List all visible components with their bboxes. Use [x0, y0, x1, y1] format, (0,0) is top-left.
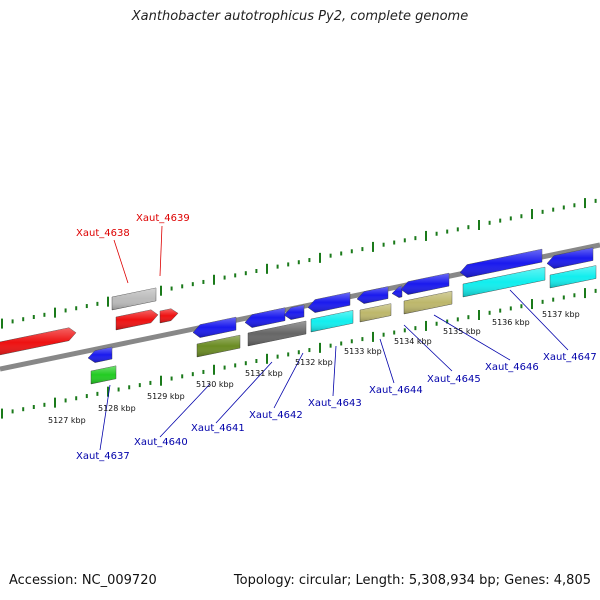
gene-feature-shade — [116, 309, 158, 330]
gene-feature-shade — [245, 307, 285, 328]
gene-feature-shade — [550, 265, 596, 288]
callout-line — [403, 324, 453, 372]
gene-label: Xaut_4646 — [485, 362, 539, 373]
gene-features — [0, 247, 597, 385]
gene-callouts: Xaut_4637Xaut_4638Xaut_4639Xaut_4640Xaut… — [76, 213, 597, 462]
gene-feature-shade — [91, 365, 116, 384]
gene-feature-shade — [360, 303, 391, 322]
gene-feature-shade — [401, 273, 449, 295]
scale-label: 5135 kbp — [443, 327, 481, 336]
gene-label: Xaut_4637 — [76, 451, 130, 462]
callout-line — [273, 352, 304, 409]
callout-line — [159, 383, 211, 438]
gene-label: Xaut_4647 — [543, 352, 597, 363]
genome-map: Xaut_4637Xaut_4638Xaut_4639Xaut_4640Xaut… — [0, 198, 600, 462]
scale-label: 5136 kbp — [492, 318, 530, 327]
callout-line — [509, 289, 569, 351]
genome-summary: Topology: circular; Length: 5,308,934 bp… — [233, 573, 591, 588]
gene-feature-shade — [311, 310, 353, 332]
callout-line — [379, 338, 395, 384]
callout-line — [99, 384, 111, 451]
gene-label: Xaut_4638 — [76, 228, 130, 239]
callout-line — [113, 239, 129, 284]
scale-label: 5131 kbp — [245, 369, 283, 378]
gene-label: Xaut_4643 — [308, 398, 362, 409]
callout-line — [433, 314, 511, 361]
gene-feature-shade — [197, 335, 240, 357]
gene-feature-shade — [460, 249, 542, 278]
gene-feature-shade — [308, 292, 350, 313]
gene-label: Xaut_4639 — [136, 213, 190, 224]
scale-label: 5134 kbp — [394, 337, 432, 346]
accession-label: Accession: NC_009720 — [9, 573, 157, 588]
gene-feature-shade — [357, 286, 388, 304]
callout-line — [215, 361, 273, 424]
gene-feature-shade — [547, 247, 593, 269]
scale-label: 5128 kbp — [98, 404, 136, 413]
scale-labels: 5127 kbp 5128 kbp 5129 kbp 5130 kbp 5131 kbp… — [48, 310, 580, 425]
gene-feature-shade — [112, 287, 156, 310]
scale-label: 5133 kbp — [344, 347, 382, 356]
gene-feature-shade — [88, 347, 112, 363]
callout-line — [159, 225, 163, 277]
scale-label: 5132 kbp — [295, 358, 333, 367]
gene-label: Xaut_4641 — [191, 423, 245, 434]
genome-title: Xanthobacter autotrophicus Py2, complete… — [131, 9, 469, 24]
scale-label: 5137 kbp — [542, 310, 580, 319]
scale-label: 5129 kbp — [147, 392, 185, 401]
gene-feature-shade — [248, 321, 306, 346]
gene-feature-shade — [193, 317, 236, 338]
gene-feature-shade — [0, 327, 76, 355]
scale-label: 5127 kbp — [48, 416, 86, 425]
gene-label: Xaut_4644 — [369, 385, 423, 396]
gene-label: Xaut_4645 — [427, 374, 481, 385]
callout-line — [332, 345, 337, 397]
gene-feature-shade — [463, 267, 545, 297]
gene-feature-shade — [404, 291, 452, 314]
gene-feature-shade — [160, 308, 178, 323]
gene-label: Xaut_4642 — [249, 410, 303, 421]
scale-label: 5130 kbp — [196, 380, 234, 389]
gene-feature-shade — [284, 304, 304, 320]
gene-label: Xaut_4640 — [134, 437, 188, 448]
gene-feature-shade — [392, 285, 402, 298]
inner-scale-track — [1, 288, 597, 419]
